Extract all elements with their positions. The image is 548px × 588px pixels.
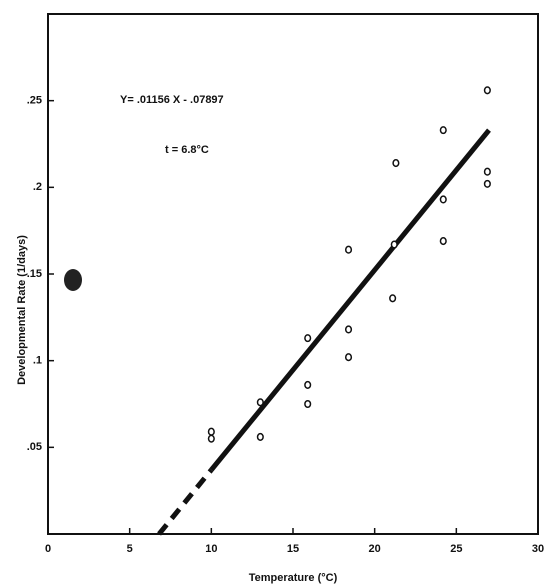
x-tick-label: 30 <box>532 543 544 555</box>
equation: Y= .01156 X - .07897 <box>120 94 224 106</box>
x-tick-label: 15 <box>287 543 299 555</box>
point <box>207 427 215 436</box>
point <box>207 434 215 443</box>
point <box>304 399 312 409</box>
x-tick-label: 20 <box>369 543 381 555</box>
point <box>304 334 312 343</box>
point <box>389 294 397 303</box>
point <box>344 353 353 362</box>
point <box>439 126 447 135</box>
point <box>256 432 264 441</box>
x-tick-label: 25 <box>450 543 462 555</box>
point <box>344 245 353 254</box>
point <box>483 167 491 176</box>
x-axis-label: Temperature (°C) <box>249 572 338 584</box>
y-tick-label: .1 <box>33 355 42 367</box>
x-tick-label: 0 <box>45 543 51 555</box>
point <box>344 325 353 334</box>
point <box>439 195 447 204</box>
y-tick-label: .25 <box>27 95 42 107</box>
specimen-blot <box>64 269 82 291</box>
y-axis-label: Developmental Rate (1/days) <box>16 235 28 385</box>
fit-line <box>157 468 214 536</box>
point <box>304 380 312 389</box>
point <box>390 240 398 249</box>
x-tick-label: 10 <box>205 543 217 555</box>
point <box>483 179 491 188</box>
point <box>256 398 264 407</box>
x-tick-label: 5 <box>127 543 133 555</box>
point <box>439 237 447 246</box>
y-tick-label: .2 <box>33 181 42 193</box>
fit-line <box>209 128 491 472</box>
plot-frame <box>47 13 539 535</box>
point <box>483 86 491 95</box>
point <box>392 159 400 168</box>
y-tick-label: .15 <box>27 268 42 280</box>
y-tick-label: .05 <box>27 441 42 453</box>
threshold: t = 6.8°C <box>165 144 209 156</box>
